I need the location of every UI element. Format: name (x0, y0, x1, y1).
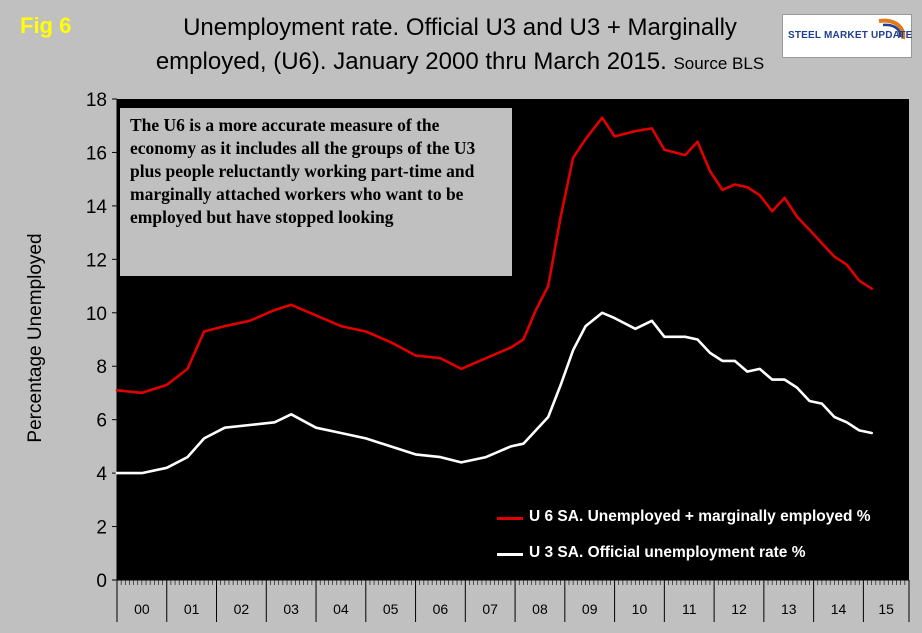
y-tick-label: 12 (86, 250, 107, 271)
y-tick-label: 6 (96, 411, 107, 432)
y-tick-label: 0 (96, 571, 107, 592)
chart-title-line-2-text: employed, (U6). January 2000 thru March … (155, 48, 667, 75)
y-tick-label: 8 (96, 357, 107, 378)
x-tick-label: 03 (283, 601, 299, 617)
chart-title-line-2: employed, (U6). January 2000 thru March … (130, 45, 790, 81)
chart-source: Source BLS (673, 54, 765, 73)
x-tick-label: 00 (134, 601, 150, 617)
x-tick-label: 14 (831, 601, 847, 617)
x-tick-label: 12 (731, 601, 747, 617)
y-tick-label: 18 (86, 90, 107, 111)
legend-label-u6: U 6 SA. Unemployed + marginally employed… (529, 508, 871, 525)
y-tick-label: 14 (86, 197, 108, 218)
x-tick-label: 07 (482, 601, 498, 617)
x-tick-label: 06 (433, 601, 449, 617)
y-tick-label: 4 (96, 464, 107, 485)
x-tick-label: 10 (632, 601, 648, 617)
x-tick-label: 08 (532, 601, 548, 617)
chart-title-line-1: Unemployment rate. Official U3 and U3 + … (183, 14, 737, 41)
legend-swatch-u6 (497, 517, 523, 520)
x-tick-label: 13 (781, 601, 797, 617)
legend: U 6 SA. Unemployed + marginally employed… (483, 492, 898, 578)
y-tick-label: 10 (86, 304, 107, 325)
x-tick-label: 02 (234, 601, 250, 617)
x-tick-label: 01 (184, 601, 200, 617)
y-tick-label: 16 (86, 143, 107, 164)
series-line-u3 (115, 311, 874, 475)
figure-label: Fig 6 (20, 13, 72, 38)
legend-swatch-u3 (497, 553, 523, 556)
y-axis-label: Percentage Unemployed (25, 233, 46, 442)
x-tick-label: 11 (682, 601, 697, 617)
x-tick-label: 09 (582, 601, 598, 617)
y-tick-label: 2 (96, 518, 107, 539)
y-axis: 0 2 4 6 8 10 12 14 16 18 (86, 90, 118, 592)
x-tick-label: 15 (878, 601, 894, 617)
steel-market-update-logo: STEEL MARKET UPDATE (782, 14, 912, 58)
x-axis: 00 01 02 03 04 05 06 07 08 09 10 11 12 13 14 15 (116, 579, 910, 622)
series-layer (115, 116, 874, 475)
x-tick-label: 04 (333, 601, 349, 617)
series-line-u6 (115, 116, 874, 395)
annotation-box: The U6 is a more accurate measure of the… (120, 108, 512, 276)
logo-swoosh-icon (878, 18, 906, 40)
chart-title: Unemployment rate. Official U3 and U3 + … (130, 11, 790, 81)
legend-label-u3: U 3 SA. Official unemployment rate % (529, 544, 806, 561)
logo-text: STEEL MARKET UPDATE (788, 30, 913, 41)
x-tick-label: 05 (383, 601, 399, 617)
